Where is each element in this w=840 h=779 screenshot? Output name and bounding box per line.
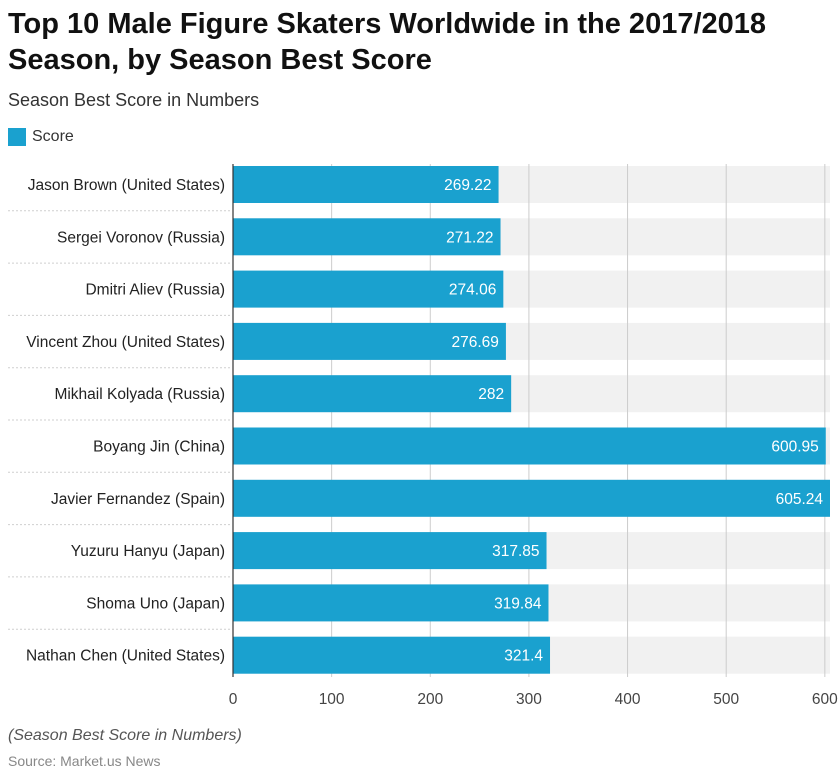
bar-value-label: 321.4 (504, 648, 543, 665)
chart-source: Source: Market.us News (8, 753, 161, 769)
x-tick-label: 200 (417, 691, 443, 708)
bar (233, 166, 499, 203)
category-label: Shoma Uno (Japan) (86, 595, 225, 612)
bar (233, 479, 830, 517)
bar-value-label: 317.85 (492, 543, 539, 560)
bar (233, 270, 504, 308)
bar (233, 218, 501, 256)
bar-chart: 269.22 Jason Brown (United States) 271.22 S… (8, 164, 838, 708)
bar-value-label: 269.22 (444, 177, 491, 194)
bar (233, 584, 549, 622)
chart-caption: (Season Best Score in Numbers) (8, 727, 242, 744)
category-label: Boyang Jin (China) (93, 439, 225, 456)
legend-label: Score (32, 128, 74, 145)
bar-value-label: 600.95 (771, 439, 818, 456)
category-label: Dmitri Aliev (Russia) (85, 282, 225, 299)
chart-title: Top 10 Male Figure Skaters Worldwide in … (8, 8, 767, 76)
bar-value-label: 282 (478, 386, 504, 403)
x-tick-label: 0 (229, 691, 238, 708)
bar (233, 636, 551, 674)
x-tick-label: 300 (516, 691, 542, 708)
category-label: Javier Fernandez (Spain) (51, 491, 225, 508)
bar (233, 375, 512, 413)
bar-value-label: 319.84 (494, 595, 542, 612)
bar-value-label: 274.06 (449, 282, 496, 299)
chart-subtitle: Season Best Score in Numbers (8, 90, 260, 110)
bar (233, 322, 506, 360)
category-label: Jason Brown (United States) (28, 177, 225, 194)
bar-value-label: 271.22 (446, 229, 493, 246)
x-tick-label: 400 (615, 691, 641, 708)
category-label: Yuzuru Hanyu (Japan) (71, 543, 225, 560)
category-label: Sergei Voronov (Russia) (57, 229, 225, 246)
bar-value-label: 276.69 (452, 334, 499, 351)
x-tick-label: 600 (812, 691, 838, 708)
legend: Score (8, 128, 74, 146)
category-label: Mikhail Kolyada (Russia) (54, 386, 225, 403)
bar-value-label: 605.24 (776, 491, 824, 508)
x-tick-label: 500 (713, 691, 739, 708)
legend-swatch (8, 128, 26, 146)
category-label: Vincent Zhou (United States) (26, 334, 225, 351)
category-label: Nathan Chen (United States) (26, 648, 225, 665)
x-tick-label: 100 (319, 691, 345, 708)
bar (233, 427, 826, 465)
bar (233, 532, 547, 570)
